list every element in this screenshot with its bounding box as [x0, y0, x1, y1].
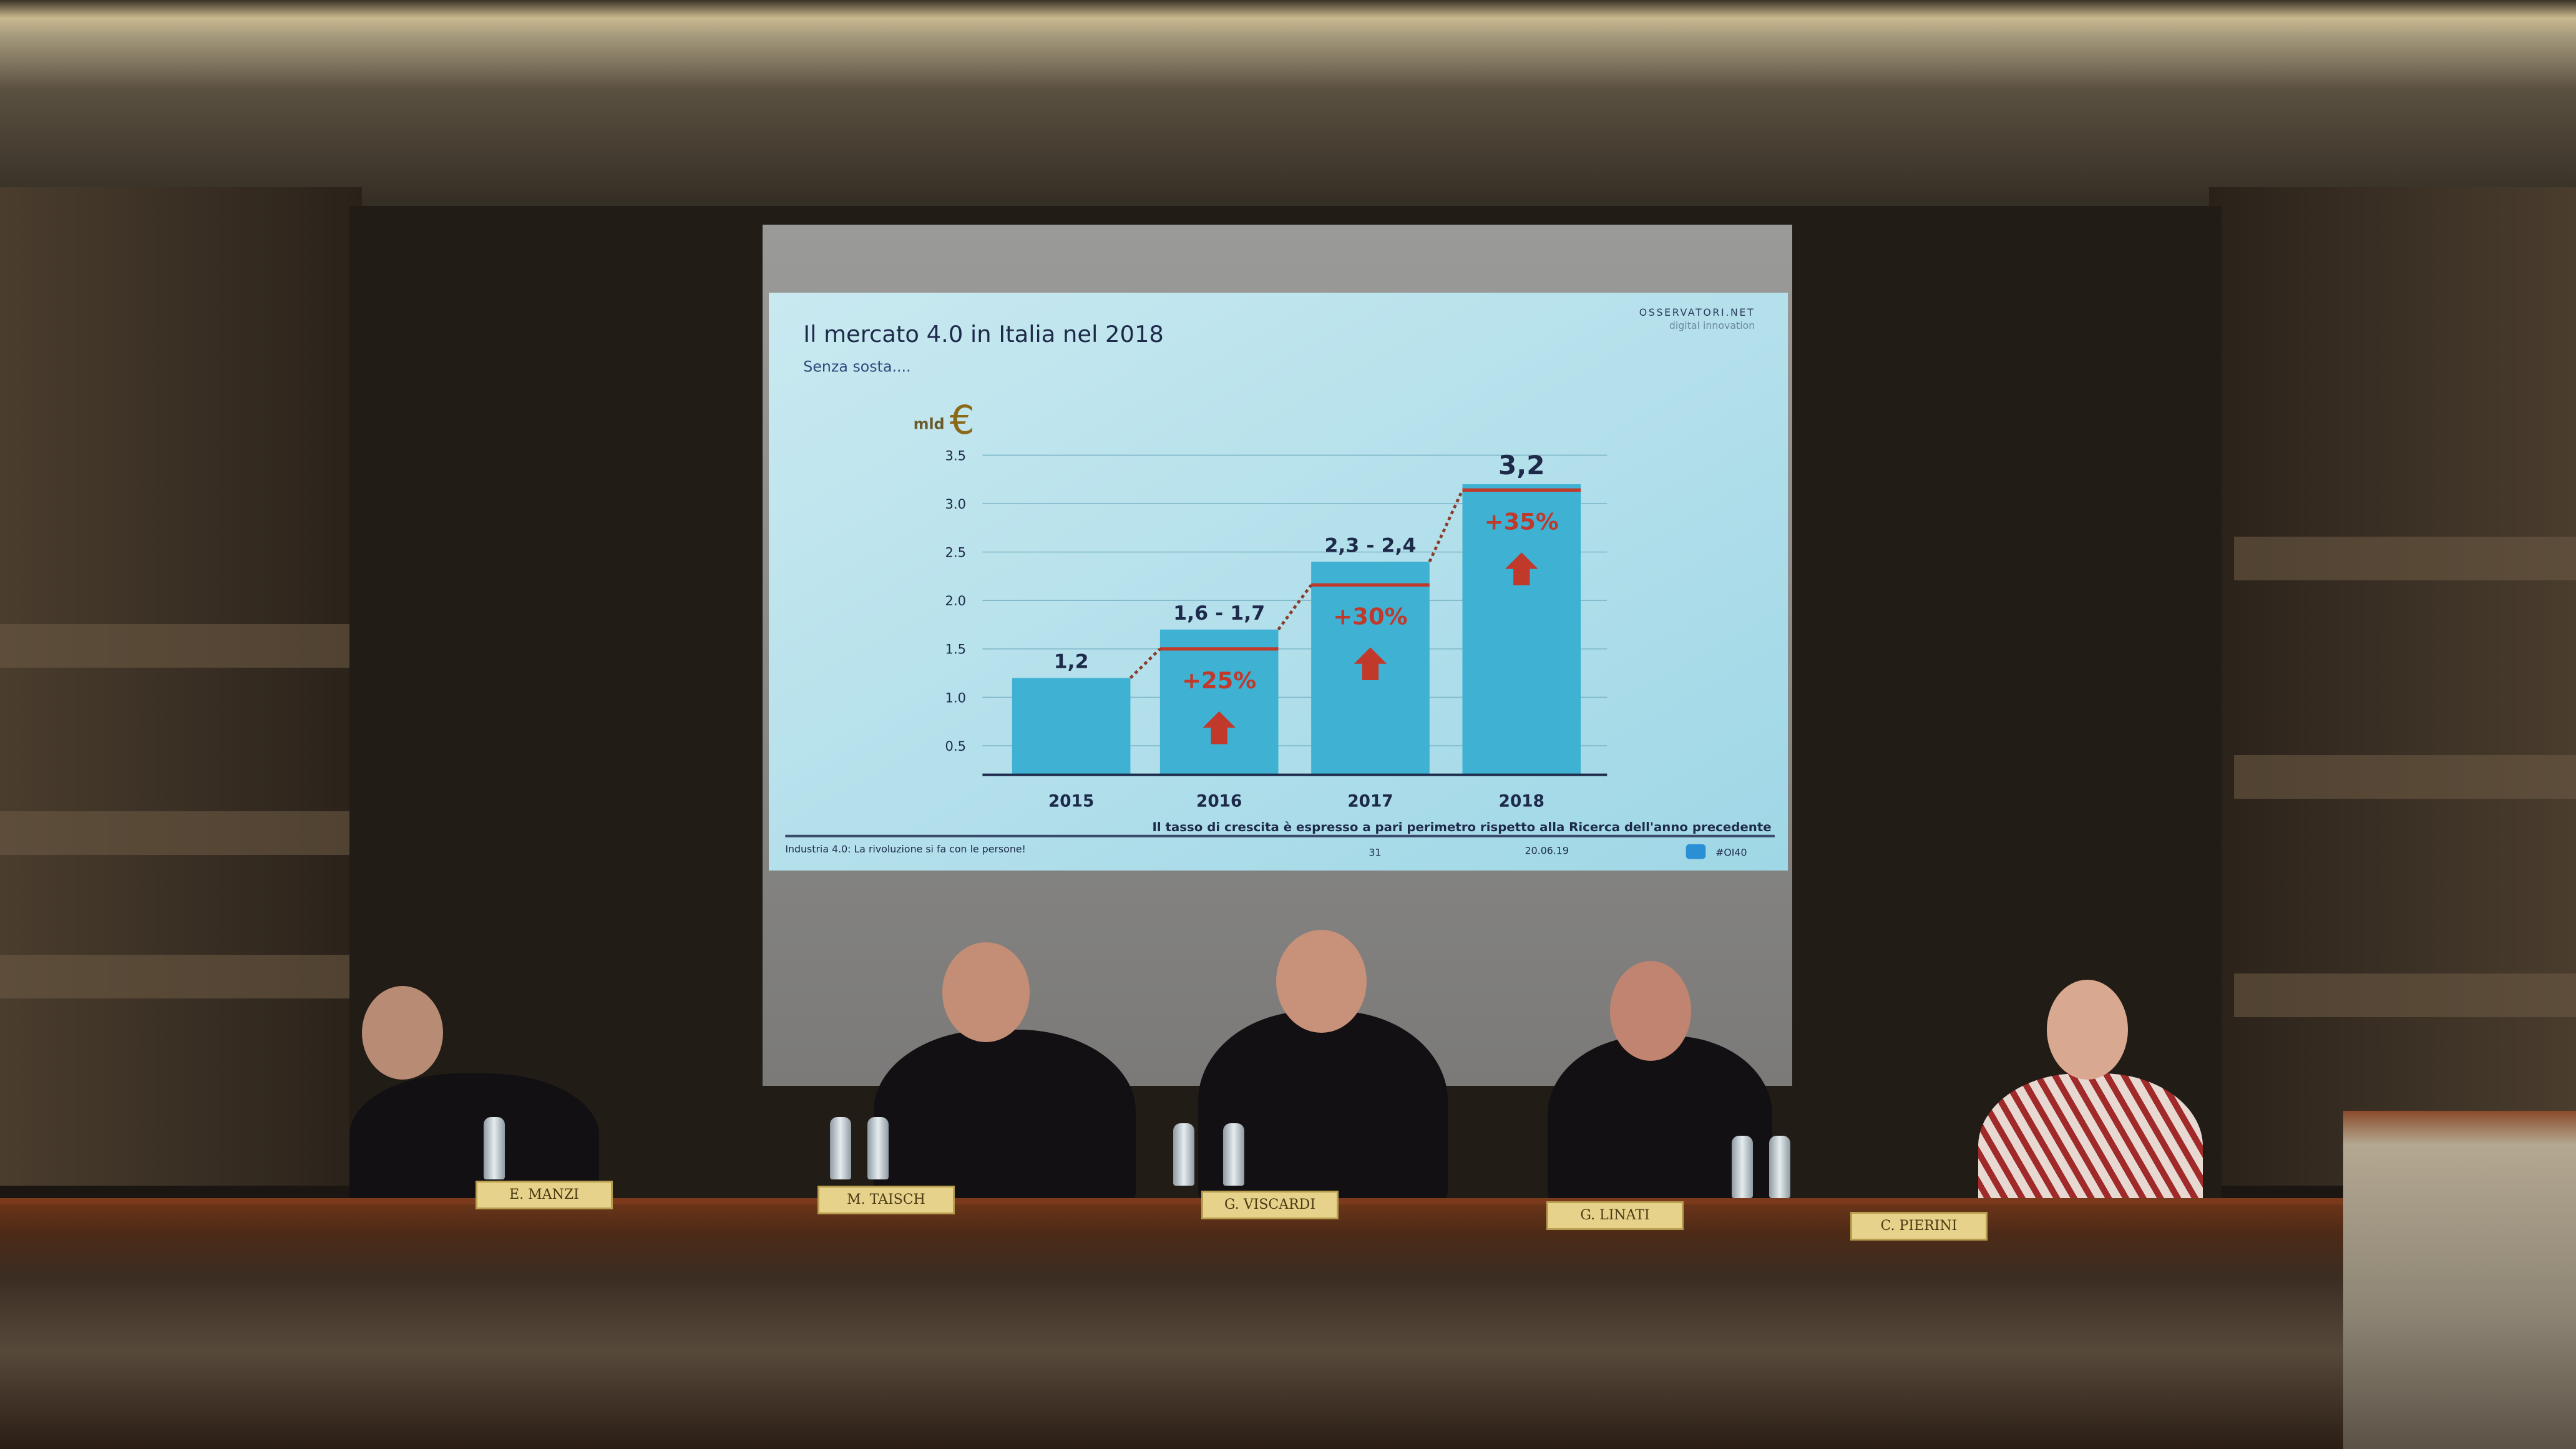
nameplate: G. VISCARDI: [1201, 1191, 1339, 1219]
ceiling: [0, 0, 2576, 225]
panelist-2-head: [942, 942, 1030, 1042]
euro-icon: €: [950, 397, 975, 443]
bar-2018: [1462, 484, 1581, 775]
growth-connector: [1129, 648, 1161, 680]
panelist-3-head: [1276, 930, 1367, 1033]
right-wall: [2209, 187, 2576, 1186]
x-tick-label: 2017: [1347, 792, 1393, 811]
arrow-up-icon: [1505, 552, 1538, 585]
bar-chart: 0.5 1.0 1.5 2.0 2.5 3.0 3.5 1,2 2015 1,6 - 1,7 201…: [945, 447, 1608, 811]
panelist-2: [874, 1030, 1136, 1211]
unit-label: mld: [914, 415, 945, 432]
x-tick-label: 2018: [1499, 792, 1544, 811]
nameplate: G. LINATI: [1546, 1201, 1684, 1230]
slide-subtitle: Senza sosta....: [803, 358, 910, 375]
twitter-icon: [1686, 844, 1706, 859]
bar-value-label: 3,2: [1498, 450, 1545, 481]
y-tick-label: 2.5: [945, 545, 967, 560]
water-bottle: [1223, 1123, 1244, 1186]
logo-text: OSSERVATORI.NET: [1639, 306, 1755, 318]
growth-connector: [1428, 489, 1464, 563]
panelist-1-head: [362, 986, 443, 1080]
footer-page: 31: [1368, 846, 1381, 858]
y-tick-label: 1.5: [945, 642, 967, 657]
y-tick-label: 1.0: [945, 690, 967, 705]
bar-2015: [1012, 678, 1131, 775]
y-tick-label: 3.0: [945, 496, 967, 512]
footer-date: 20.06.19: [1525, 845, 1569, 857]
nameplate: E. MANZI: [476, 1181, 613, 1209]
nameplate: C. PIERINI: [1850, 1212, 1988, 1241]
x-tick-label: 2016: [1196, 792, 1242, 811]
water-bottle: [484, 1117, 505, 1179]
y-tick-label: 3.5: [945, 447, 967, 463]
growth-label: +25%: [1182, 667, 1256, 694]
growth-label: +35%: [1485, 508, 1559, 535]
bar-value-label: 1,2: [1054, 651, 1089, 673]
bar-2016: [1159, 629, 1279, 775]
bar-value-label: 2,3 - 2,4: [1324, 534, 1416, 557]
y-tick-label: 2.0: [945, 593, 967, 608]
water-bottle: [830, 1117, 851, 1179]
panelist-5-head: [2047, 980, 2128, 1080]
x-tick-label: 2015: [1048, 792, 1094, 811]
water-bottle: [867, 1117, 889, 1179]
arrow-up-icon: [1354, 647, 1387, 680]
growth-label: +30%: [1333, 603, 1407, 630]
slide-background: [769, 293, 1788, 871]
logo-subtext: digital innovation: [1669, 320, 1755, 331]
growth-connector: [1277, 584, 1313, 631]
water-bottle: [1769, 1136, 1790, 1198]
slide-title: Il mercato 4.0 in Italia nel 2018: [803, 321, 1164, 348]
footer-event: Industria 4.0: La rivoluzione si fa con …: [785, 843, 1026, 855]
left-wall: [0, 187, 362, 1186]
podium: [2343, 1111, 2576, 1449]
chart-footnote: Il tasso di crescita è espresso a pari p…: [1153, 820, 1772, 834]
presentation-slide: Il mercato 4.0 in Italia nel 2018 Senza …: [769, 293, 1788, 871]
bar-value-label: 1,6 - 1,7: [1173, 602, 1265, 625]
panelist-4-head: [1610, 961, 1691, 1061]
nameplate: M. TAISCH: [817, 1186, 955, 1214]
conference-table: [0, 1204, 2576, 1449]
y-tick-label: 0.5: [945, 738, 967, 754]
water-bottle: [1732, 1136, 1753, 1198]
water-bottle: [1173, 1123, 1194, 1186]
footer-hashtag: #OI40: [1715, 846, 1747, 858]
